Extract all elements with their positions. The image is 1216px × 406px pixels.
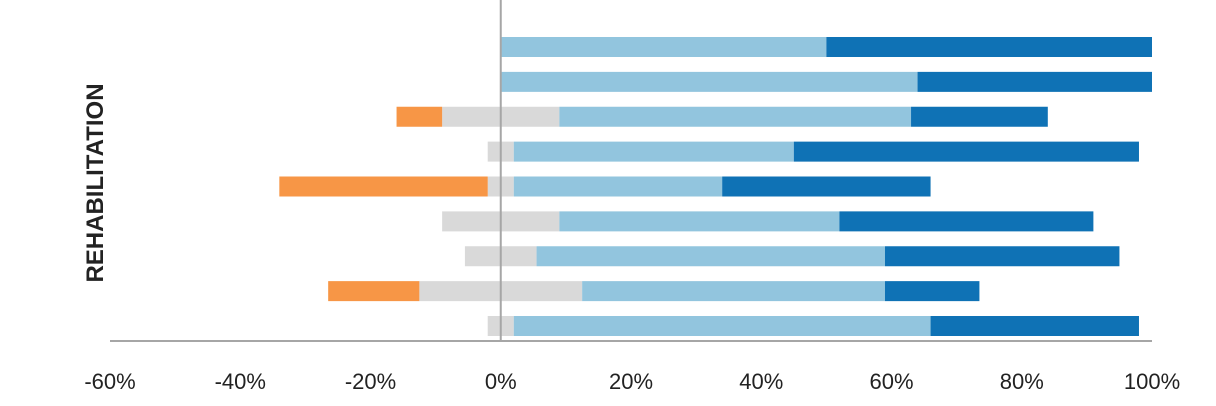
bar-segment-positive-row-7-series-1 <box>500 246 537 267</box>
bar-segment-positive-row-5-series-3 <box>722 176 931 197</box>
bar-segment-positive-row-7-series-3 <box>884 246 1120 267</box>
x-tick-label: 60% <box>869 369 913 394</box>
bar-segment-positive-row-4-series-3 <box>793 141 1139 162</box>
bar-segment-positive-row-3-series-3 <box>911 106 1048 127</box>
bar-segment-negative-row-8-series-1 <box>328 281 420 302</box>
bar-segment-negative-row-8-series-2 <box>419 281 501 302</box>
bar-segment-negative-row-6-series-2 <box>442 211 501 232</box>
bar-segment-positive-row-1-series-3 <box>826 37 1152 57</box>
x-tick-label: 40% <box>739 369 783 394</box>
bar-segment-positive-row-5-series-1 <box>500 176 514 197</box>
bar-segment-positive-row-3-series-2 <box>559 106 912 127</box>
x-tick-label: -20% <box>345 369 396 394</box>
x-tick-label: 80% <box>1000 369 1044 394</box>
x-tick-label: 20% <box>609 369 653 394</box>
bars-group <box>279 37 1152 336</box>
bar-segment-positive-row-8-series-3 <box>884 281 980 302</box>
bar-segment-positive-row-2-series-2 <box>500 71 918 92</box>
bar-segment-negative-row-7-series-2 <box>464 246 501 267</box>
x-tick-label: 100% <box>1124 369 1180 394</box>
bar-segment-positive-row-6-series-2 <box>559 211 840 232</box>
x-tick-label: 0% <box>485 369 517 394</box>
bar-segment-negative-row-3-series-1 <box>396 106 443 127</box>
bar-segment-positive-row-7-series-2 <box>536 246 885 267</box>
x-tick-label: -40% <box>215 369 266 394</box>
bar-segment-positive-row-8-series-1 <box>500 281 583 302</box>
bar-segment-positive-row-9-series-3 <box>930 316 1139 336</box>
bar-segment-negative-row-3-series-2 <box>442 106 501 127</box>
bar-segment-positive-row-8-series-2 <box>582 281 885 302</box>
bar-segment-positive-row-1-series-2 <box>500 37 827 57</box>
bar-segment-positive-row-4-series-1 <box>500 141 514 162</box>
bar-segment-positive-row-6-series-1 <box>500 211 560 232</box>
bar-segment-negative-row-5-series-1 <box>279 176 488 197</box>
bar-segment-negative-row-5-series-2 <box>487 176 501 197</box>
bar-segment-positive-row-3-series-1 <box>500 106 560 127</box>
bar-segment-positive-row-5-series-2 <box>513 176 723 197</box>
bar-segment-positive-row-6-series-3 <box>839 211 1094 232</box>
bar-segment-positive-row-2-series-3 <box>917 71 1152 92</box>
bar-segment-negative-row-4-series-2 <box>487 141 501 162</box>
x-tick-labels: -60% -40% -20% 0% 20% 40% 60% 80% 100% <box>84 369 1180 394</box>
bar-segment-positive-row-9-series-2 <box>513 316 931 336</box>
bar-segment-negative-row-9-series-2 <box>487 316 501 336</box>
bar-segment-positive-row-9-series-1 <box>500 316 514 336</box>
bar-segment-positive-row-4-series-2 <box>513 141 794 162</box>
x-tick-label: -60% <box>84 369 135 394</box>
y-axis-label: REHABILITATION <box>82 83 109 282</box>
